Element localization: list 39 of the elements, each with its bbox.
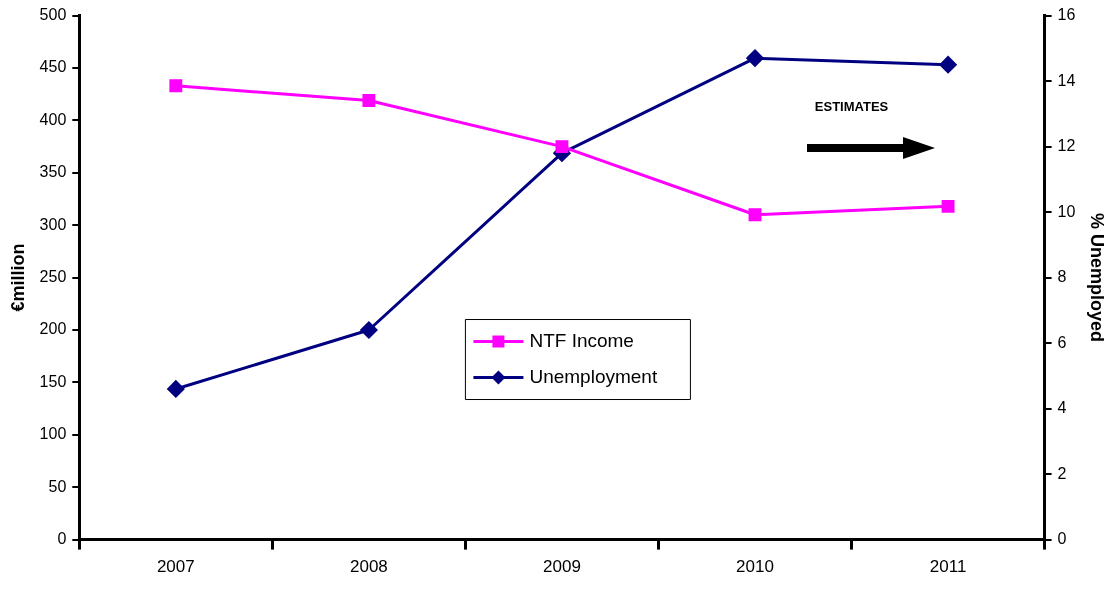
point (555, 140, 569, 154)
y2-tick-label: 12 (1057, 137, 1076, 155)
y-tick-label: 400 (39, 110, 67, 128)
y-tick-label: 450 (39, 58, 67, 76)
point (362, 94, 376, 107)
y2-tick-label: 2 (1057, 464, 1067, 482)
legend-label: Unemployment (529, 365, 658, 387)
y2-tick-label: 14 (1057, 71, 1076, 89)
y-tick-label: 300 (39, 215, 67, 233)
x-tick-label: 2009 (543, 557, 581, 577)
point (941, 199, 955, 213)
y2-tick-label: 10 (1057, 202, 1076, 220)
y-tick-label: 0 (57, 530, 67, 548)
y2-tick-label: 0 (1057, 530, 1067, 548)
y2-tick-label: 4 (1057, 399, 1067, 417)
point (748, 208, 762, 222)
y-axis-title: €million (7, 243, 28, 312)
annotation: ESTIMATES (814, 98, 889, 114)
point (167, 380, 185, 398)
y-tick-label: 500 (39, 6, 67, 24)
x-tick-label: 2007 (156, 557, 195, 577)
x-tick-label: 2011 (929, 557, 967, 577)
x-tick-label: 2008 (349, 557, 388, 577)
legend-label: NTF Income (529, 329, 634, 351)
y2-tick-label: 16 (1057, 6, 1076, 24)
y2-axis-title: % Unemployed (1087, 213, 1108, 343)
y2-tick-label: 6 (1057, 333, 1067, 351)
y2-tick-label: 8 (1057, 268, 1067, 286)
point (746, 49, 764, 67)
y-tick-label: 50 (48, 477, 67, 495)
y-tick-label: 100 (39, 425, 67, 443)
point (360, 321, 378, 339)
x-tick-label: 2010 (736, 557, 774, 577)
y-tick-label: 200 (39, 320, 67, 338)
y-tick-label: 150 (39, 372, 67, 390)
point (169, 79, 183, 93)
y-tick-label: 250 (39, 268, 67, 286)
point (939, 56, 957, 74)
y-tick-label: 350 (39, 163, 67, 181)
